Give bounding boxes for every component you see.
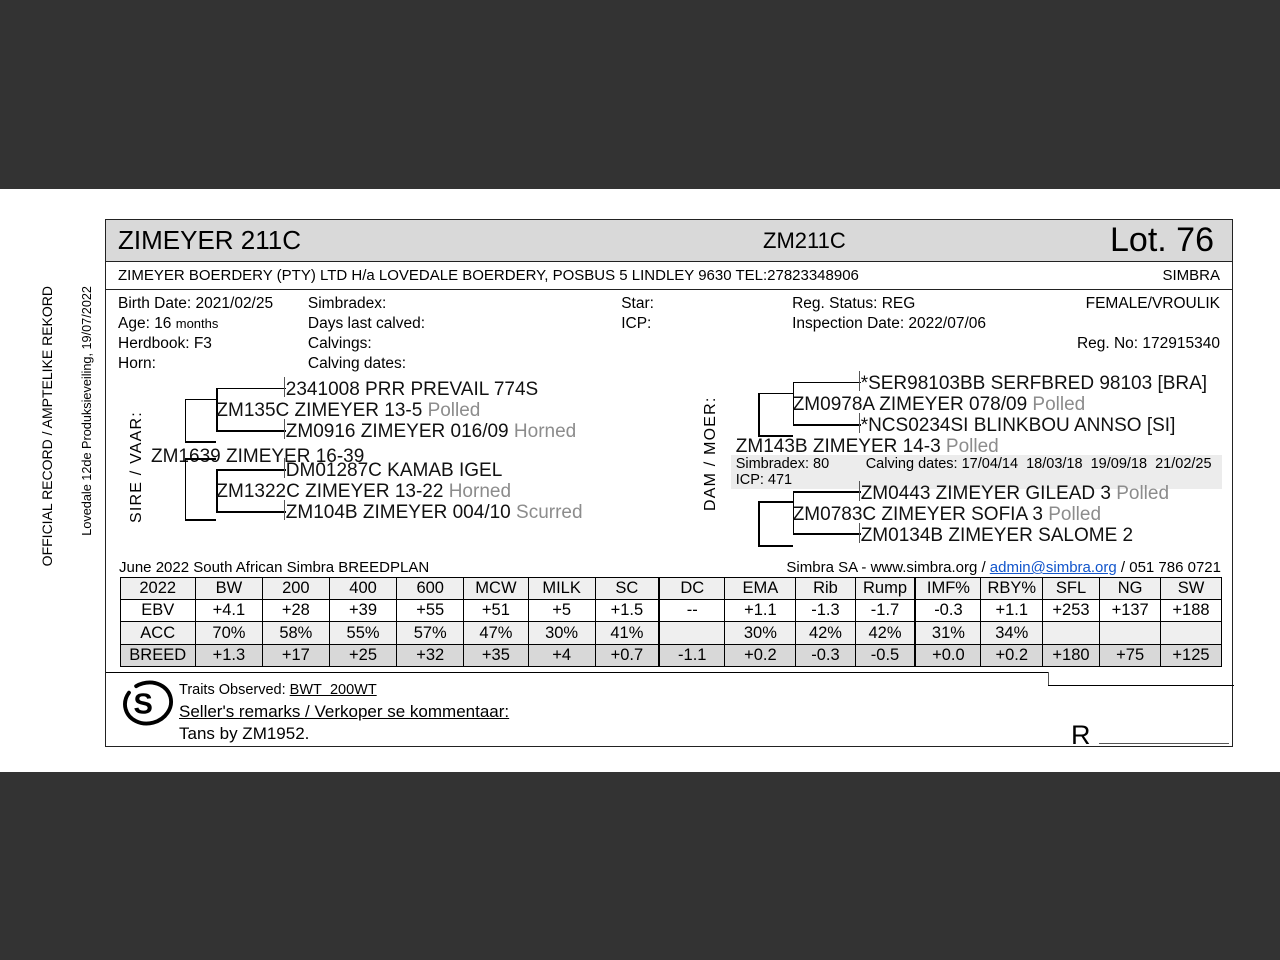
svg-text:S: S xyxy=(134,689,153,721)
